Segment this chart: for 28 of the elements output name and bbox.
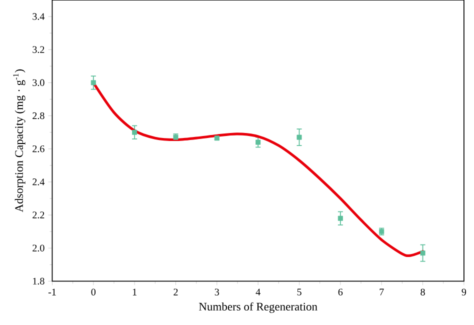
point: [338, 216, 343, 221]
y-tick-label: 1.8: [33, 278, 44, 284]
point: [132, 130, 138, 135]
point: [296, 134, 302, 140]
x-tick-label: 3: [214, 288, 220, 296]
x-tick-label: 8: [420, 288, 425, 296]
x-tick-label: 0: [91, 288, 96, 296]
y-tick-label: 3.0: [32, 79, 44, 86]
x-tick-label: 5: [297, 288, 302, 296]
x-tick-label: 1: [132, 288, 136, 296]
y-tick-label: 2.4: [32, 178, 45, 186]
y-tick-label: 2.6: [32, 145, 44, 152]
y-tick-label: 2.0: [32, 244, 44, 252]
y-tick-label: 2.2: [32, 211, 44, 218]
x-tick-label: 6: [338, 288, 343, 296]
x-axis-title: Numbers of Regeneration: [198, 302, 318, 313]
x-tick-label: 2: [174, 288, 178, 296]
point: [420, 250, 426, 256]
x-tick-label: 4: [256, 288, 260, 296]
y-axis-title: Adsorption Capacity (mg · g$^{-1}$): [13, 69, 26, 212]
y-tick-label: 3.2: [32, 46, 44, 53]
y-tick-label: 3.4: [32, 12, 45, 20]
x-tick-label: 9: [462, 288, 466, 296]
point: [90, 80, 96, 86]
y-tick-label: 2.8: [32, 112, 44, 119]
x-tick-label: -1: [48, 288, 56, 296]
x-tick-label: 7: [380, 288, 384, 296]
point: [256, 140, 261, 145]
